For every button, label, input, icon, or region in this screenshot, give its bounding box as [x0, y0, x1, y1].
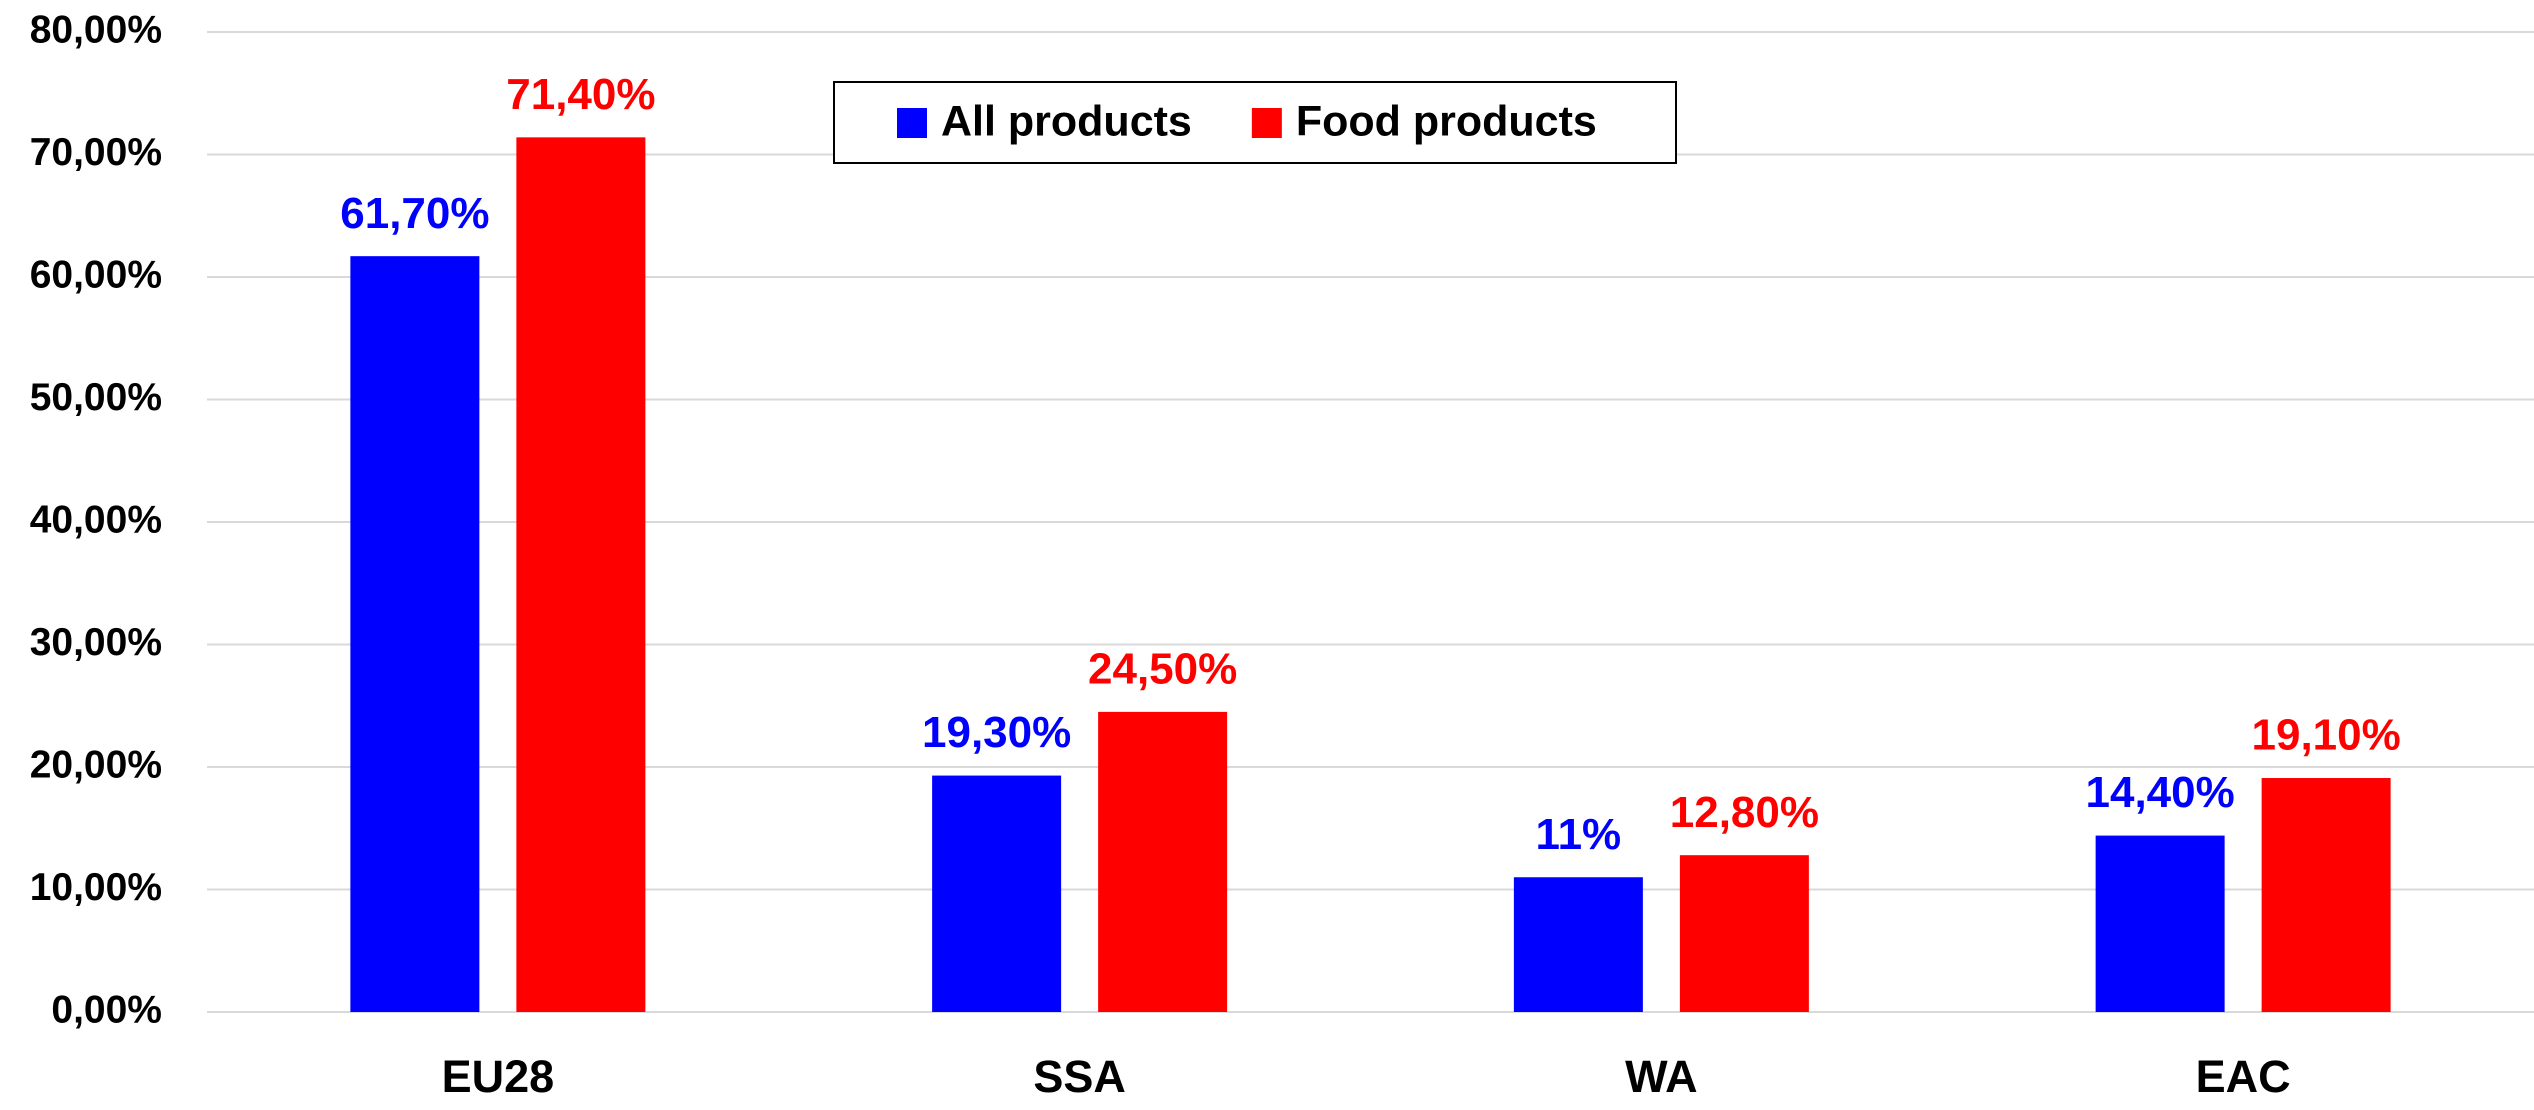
legend-swatch	[897, 108, 927, 138]
bar	[1513, 877, 1643, 1012]
bar	[1679, 855, 1809, 1012]
bar	[932, 775, 1062, 1012]
value-label: 11%	[1536, 810, 1622, 859]
y-tick-label: 80,00%	[30, 8, 162, 51]
value-label: 71,40%	[506, 70, 655, 119]
y-tick-label: 70,00%	[30, 131, 162, 174]
value-label: 61,70%	[340, 189, 489, 238]
y-tick-label: 20,00%	[30, 743, 162, 786]
legend-label: Food products	[1296, 97, 1597, 145]
legend-label: All products	[941, 97, 1192, 145]
x-tick-label: EU28	[442, 1051, 555, 1102]
value-label: 12,80%	[1670, 788, 1819, 837]
bar	[516, 137, 646, 1013]
value-label: 24,50%	[1088, 645, 1237, 694]
value-label: 14,40%	[2086, 768, 2235, 817]
y-tick-label: 40,00%	[30, 498, 162, 541]
x-tick-label: WA	[1625, 1051, 1698, 1102]
legend-swatch	[1251, 108, 1282, 138]
y-tick-label: 50,00%	[30, 376, 162, 419]
x-tick-label: EAC	[2196, 1051, 2291, 1102]
y-tick-label: 0,00%	[51, 988, 162, 1031]
bar	[1098, 711, 1228, 1012]
bar	[2261, 778, 2391, 1012]
value-label: 19,10%	[2252, 711, 2401, 760]
bar	[2095, 835, 2225, 1012]
y-tick-label: 60,00%	[30, 253, 162, 296]
bar	[350, 256, 480, 1012]
y-tick-label: 30,00%	[30, 621, 162, 664]
y-tick-label: 10,00%	[30, 866, 162, 909]
x-tick-label: SSA	[1033, 1051, 1126, 1102]
value-label: 19,30%	[922, 708, 1071, 757]
